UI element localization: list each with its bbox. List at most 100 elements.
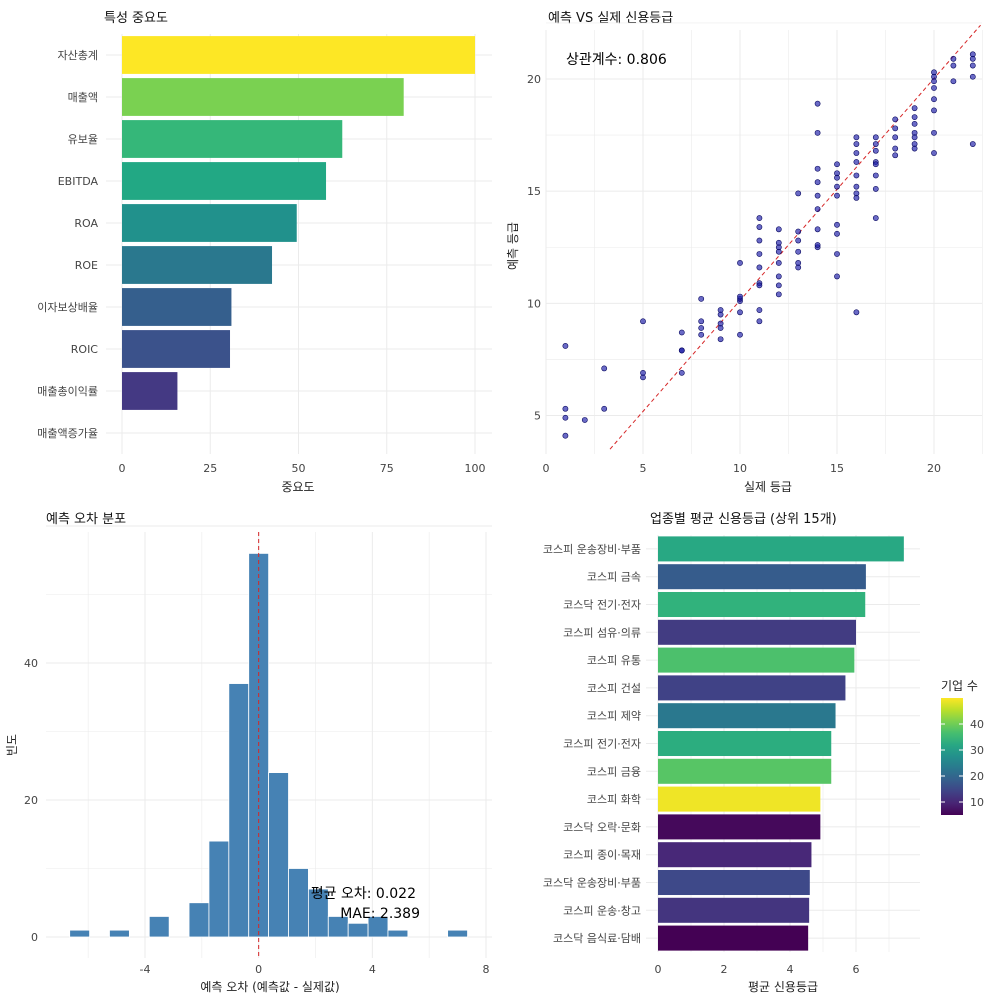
- category-label: 코스닥 음식료·담배: [553, 932, 641, 945]
- legend-tick-label: 30: [970, 744, 984, 757]
- scatter-point: [717, 325, 724, 331]
- bar: [658, 869, 810, 896]
- error-histogram: 예측 오차 분포 -4 0 4 8 0 20 40 예측 오차 (예측값 - 실제값) 빈도평균 …: [5, 512, 492, 994]
- scatter-point: [775, 226, 782, 233]
- histogram-bar: [367, 916, 389, 938]
- scatter-point: [834, 192, 840, 199]
- y-tick-label: 40: [24, 657, 38, 670]
- category-label: 코스피 화학: [587, 793, 641, 806]
- x-tick-label: 4: [369, 963, 376, 976]
- legend-tick-label: 20: [970, 770, 984, 783]
- x-tick-label: 0: [655, 963, 662, 976]
- bar: [122, 120, 343, 158]
- scatter-point: [853, 172, 860, 179]
- x-tick-label: 10: [733, 462, 747, 475]
- colorbar-legend: 기업 수 10 20 30 40: [941, 679, 984, 815]
- scatter-point: [931, 129, 937, 136]
- x-tick-label: 0: [119, 462, 126, 475]
- scatter-point: [892, 145, 899, 152]
- x-tick-label: 50: [292, 462, 306, 475]
- category-label: 코스닥 오락·문화: [563, 821, 641, 834]
- x-tick-label: 100: [465, 462, 486, 475]
- reference-line: [609, 24, 981, 450]
- scatter-point: [756, 318, 763, 325]
- scatter-point: [853, 141, 860, 147]
- scatter-point: [814, 206, 821, 213]
- y-tick-label: 20: [24, 794, 38, 807]
- category-label: 코스피 전기·전자: [563, 738, 641, 751]
- scatter-point: [717, 311, 724, 318]
- scatter-point: [581, 417, 588, 423]
- x-tick-label: 0: [255, 963, 262, 976]
- category-label: 코스피 운송·창고: [563, 904, 641, 917]
- bar: [122, 246, 273, 284]
- x-tick-label: 4: [787, 963, 794, 976]
- scatter-point: [795, 228, 802, 235]
- chart-title: 특성 중요도: [104, 11, 168, 26]
- scatter-point: [795, 248, 802, 255]
- scatter-point: [775, 282, 782, 289]
- scatter-point: [562, 414, 569, 421]
- bar: [658, 536, 904, 562]
- scatter-point: [872, 161, 879, 168]
- histogram-bar: [268, 772, 289, 938]
- scatter-point: [601, 405, 608, 412]
- scatter-point: [911, 114, 918, 121]
- category-label: ROE: [75, 259, 98, 272]
- scatter-point: [640, 318, 646, 325]
- scatter-point: [775, 291, 782, 298]
- histogram-bar: [188, 902, 210, 938]
- scatter-point: [911, 145, 918, 152]
- scatter-point: [775, 260, 782, 266]
- bar: [658, 564, 866, 590]
- scatter-point: [834, 273, 840, 280]
- bar: [658, 758, 832, 784]
- scatter-point: [834, 183, 840, 190]
- histogram-bar: [447, 929, 468, 938]
- x-tick-label: -4: [140, 963, 151, 976]
- histogram-bar: [208, 840, 230, 938]
- bar: [658, 814, 821, 840]
- category-label: 코스피 건설: [587, 682, 641, 695]
- scatter-point: [969, 141, 976, 147]
- scatter-point: [872, 147, 879, 154]
- scatter-point: [853, 150, 860, 156]
- scatter-point: [872, 186, 879, 192]
- bar: [122, 162, 327, 200]
- bar: [122, 78, 404, 116]
- bar: [122, 330, 231, 368]
- scatter-point: [911, 134, 918, 141]
- scatter-point: [834, 221, 840, 228]
- scatter-point: [931, 69, 937, 76]
- x-axis-label: 예측 오차 (예측값 - 실제값): [200, 980, 339, 994]
- histogram-bar: [109, 929, 130, 938]
- scatter-point: [814, 192, 821, 199]
- category-label: 매출액: [68, 91, 98, 104]
- histogram-bar: [148, 916, 170, 938]
- scatter-point: [756, 215, 763, 221]
- scatter-point: [834, 161, 840, 168]
- scatter-point: [950, 62, 957, 69]
- bar: [122, 204, 297, 242]
- y-axis-label: 빈도: [5, 734, 19, 756]
- category-label: 매출총이익률: [37, 385, 98, 398]
- scatter-point: [931, 85, 937, 91]
- category-label: 코스피 섬유·의류: [563, 626, 641, 639]
- scatter-point: [678, 329, 685, 336]
- bar: [122, 288, 232, 326]
- scatter-point: [834, 251, 840, 257]
- category-label: 코스피 제약: [587, 709, 641, 723]
- scatter-point: [562, 343, 569, 349]
- scatter-point: [678, 347, 685, 354]
- category-label: 코스피 유통: [587, 654, 641, 667]
- scatter-point: [814, 165, 821, 172]
- y-tick-label: 20: [527, 73, 541, 86]
- scatter-point: [950, 55, 957, 62]
- scatter-point: [737, 309, 743, 316]
- scatter-point: [911, 105, 918, 112]
- scatter-point: [814, 242, 821, 248]
- scatter-point: [834, 230, 840, 237]
- bar: [658, 897, 810, 923]
